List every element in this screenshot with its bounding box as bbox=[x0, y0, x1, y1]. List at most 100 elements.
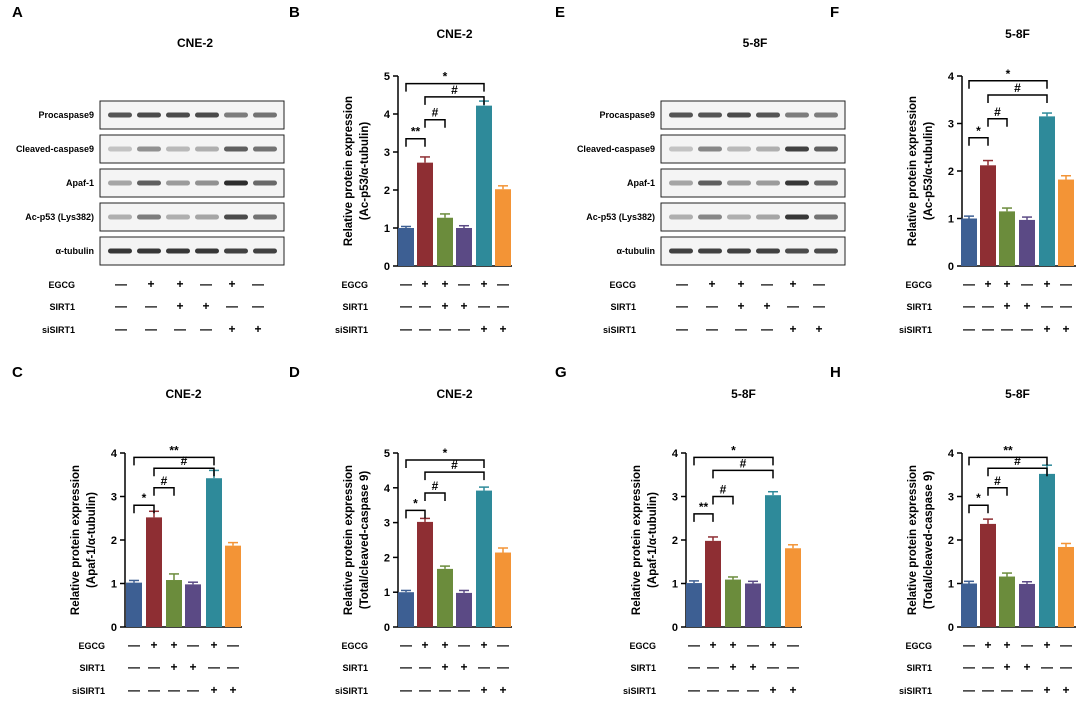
panel-c-sig-bracket bbox=[133, 456, 215, 466]
panel-h-cond-mark: — bbox=[963, 683, 975, 697]
panel-g-cond-mark: + bbox=[789, 683, 796, 697]
panel-f-y-tick-label: 1 bbox=[948, 214, 954, 226]
panel-b-cond-mark: + bbox=[441, 277, 448, 291]
panel-c-cond-mark: + bbox=[229, 683, 236, 697]
panel-d-sig-label: * bbox=[443, 446, 448, 460]
panel-a-cond-label-sisirt1: siSIRT1 bbox=[42, 325, 75, 335]
panel-label-c: C bbox=[12, 364, 23, 381]
panel-g-y-tick-label: 2 bbox=[672, 535, 678, 547]
panel-a-blot-band bbox=[137, 146, 161, 152]
panel-f-sig-label: # bbox=[994, 105, 1001, 119]
panel-e-cond-mark: + bbox=[789, 277, 796, 291]
panel-c-cond-mark: — bbox=[148, 660, 160, 674]
panel-h-cond-label-sirt1: SIRT1 bbox=[906, 663, 932, 673]
panel-g-ylabel: (Apaf-1/α-tubulin) bbox=[647, 492, 659, 588]
panel-b-y-tick-label: 2 bbox=[384, 185, 390, 197]
panel-e-blot-band bbox=[756, 214, 780, 220]
panel-b-cond-mark: + bbox=[441, 299, 448, 313]
panel-d-ylabel: (Total/cleaved-caspase 9) bbox=[359, 471, 371, 610]
panel-c-bar-3 bbox=[166, 580, 182, 627]
panel-c-cond-mark: — bbox=[187, 638, 199, 652]
panel-a-cond-mark: — bbox=[145, 299, 157, 313]
panel-e-blot-band bbox=[727, 214, 751, 220]
panel-f-bar-5 bbox=[1039, 116, 1055, 266]
panel-f-cond-mark: — bbox=[1001, 322, 1013, 336]
panel-h-sig-label: ** bbox=[1003, 443, 1013, 457]
panel-h-cond-mark: — bbox=[1060, 660, 1072, 674]
panel-a-cond-mark: — bbox=[200, 277, 212, 291]
panel-d-cond-mark: + bbox=[441, 638, 448, 652]
panel-a-blot-band bbox=[108, 248, 132, 254]
panel-g-sig-label: ** bbox=[699, 500, 709, 514]
panel-d-cond-mark: — bbox=[400, 638, 412, 652]
panel-c-sig-bracket bbox=[133, 504, 155, 514]
panel-b-y-tick-label: 5 bbox=[384, 71, 390, 83]
panel-g-sig-bracket bbox=[693, 456, 774, 466]
panel-e-blot-band bbox=[756, 146, 780, 152]
panel-b-cond-mark: + bbox=[480, 322, 487, 336]
panel-e-cond-mark: + bbox=[737, 299, 744, 313]
panel-b-cond-mark: — bbox=[400, 299, 412, 313]
panel-e-blot-band bbox=[814, 180, 838, 186]
panel-f-cond-label-sirt1: SIRT1 bbox=[906, 302, 932, 312]
panel-b-bar-2 bbox=[417, 162, 433, 266]
panel-a-blot-band bbox=[108, 214, 132, 220]
panel-f-cond-mark: — bbox=[1021, 277, 1033, 291]
panel-g-y-tick-label: 0 bbox=[672, 622, 678, 634]
panel-d-bar-5 bbox=[476, 490, 492, 627]
panel-a-blot-row-label: Apaf-1 bbox=[66, 178, 94, 188]
panel-a-blot-band bbox=[166, 248, 190, 254]
panel-b-cond-mark: — bbox=[458, 322, 470, 336]
panel-d-cond-mark: + bbox=[460, 660, 467, 674]
panel-g-cond-label-sisirt1: siSIRT1 bbox=[623, 686, 656, 696]
panel-e-cond-mark: — bbox=[676, 299, 688, 313]
panel-label-d: D bbox=[289, 364, 300, 381]
panel-f-cond-mark: — bbox=[963, 277, 975, 291]
panel-a-cond-mark: + bbox=[176, 299, 183, 313]
panel-d-sig-label: # bbox=[432, 479, 439, 493]
panel-a-blot-band bbox=[253, 180, 277, 186]
panel-g-cond-mark: + bbox=[769, 683, 776, 697]
panel-e-cond-label-sisirt1: siSIRT1 bbox=[603, 325, 636, 335]
panel-e-blot-row-label: α-tubulin bbox=[616, 246, 655, 256]
panel-h-bar-5 bbox=[1039, 473, 1055, 627]
panel-f-cond-mark: — bbox=[1041, 299, 1053, 313]
panel-h-y-tick-label: 1 bbox=[948, 579, 954, 591]
panel-d-cond-label-sisirt1: siSIRT1 bbox=[335, 686, 368, 696]
panel-g-cond-mark: + bbox=[729, 660, 736, 674]
panel-a-blot-band bbox=[224, 180, 248, 186]
panel-f-cond-mark: — bbox=[1060, 277, 1072, 291]
panel-f-ylabel: (Ac-p53/α-tubulin) bbox=[923, 122, 935, 221]
panel-e-cond-mark: — bbox=[706, 322, 718, 336]
panel-a-cond-mark: + bbox=[254, 322, 261, 336]
panel-f-y-tick-label: 0 bbox=[948, 261, 954, 273]
panel-d-cond-mark: + bbox=[480, 638, 487, 652]
panel-h-cond-mark: + bbox=[1023, 660, 1030, 674]
panel-c-sig-label: * bbox=[142, 491, 147, 505]
panel-e-blot-band bbox=[698, 146, 722, 152]
panel-g-bar-3 bbox=[725, 579, 741, 627]
panel-d-cond-label-egcg: EGCG bbox=[341, 641, 368, 651]
panel-f-bar-2 bbox=[980, 165, 996, 266]
panel-b-bar-6 bbox=[495, 189, 511, 266]
panel-c-sig-label: # bbox=[181, 454, 188, 468]
panel-b-cond-mark: — bbox=[419, 322, 431, 336]
panel-h-cond-label-egcg: EGCG bbox=[905, 641, 932, 651]
panel-e-blot-row-label: Procaspase9 bbox=[599, 110, 655, 120]
panel-e-blot-band bbox=[814, 146, 838, 152]
panel-c-cond-mark: — bbox=[128, 683, 140, 697]
panel-e-blot-band bbox=[669, 214, 693, 220]
panel-g-y-tick-label: 4 bbox=[672, 448, 679, 460]
panel-g-bar-4 bbox=[745, 583, 761, 627]
panel-g-bar-2 bbox=[705, 540, 721, 627]
panel-h-cond-mark: + bbox=[1062, 683, 1069, 697]
panel-e-blot-band bbox=[814, 248, 838, 254]
panel-a-cond-mark: — bbox=[200, 322, 212, 336]
panel-b-cond-mark: — bbox=[478, 299, 490, 313]
panel-h-sig-bracket bbox=[968, 504, 989, 514]
panel-e-blot-band bbox=[698, 214, 722, 220]
panel-a-cond-mark: — bbox=[115, 322, 127, 336]
panel-e-blot-band bbox=[669, 180, 693, 186]
panel-d-y-tick-label: 3 bbox=[384, 518, 390, 530]
panel-b-cond-mark: + bbox=[499, 322, 506, 336]
